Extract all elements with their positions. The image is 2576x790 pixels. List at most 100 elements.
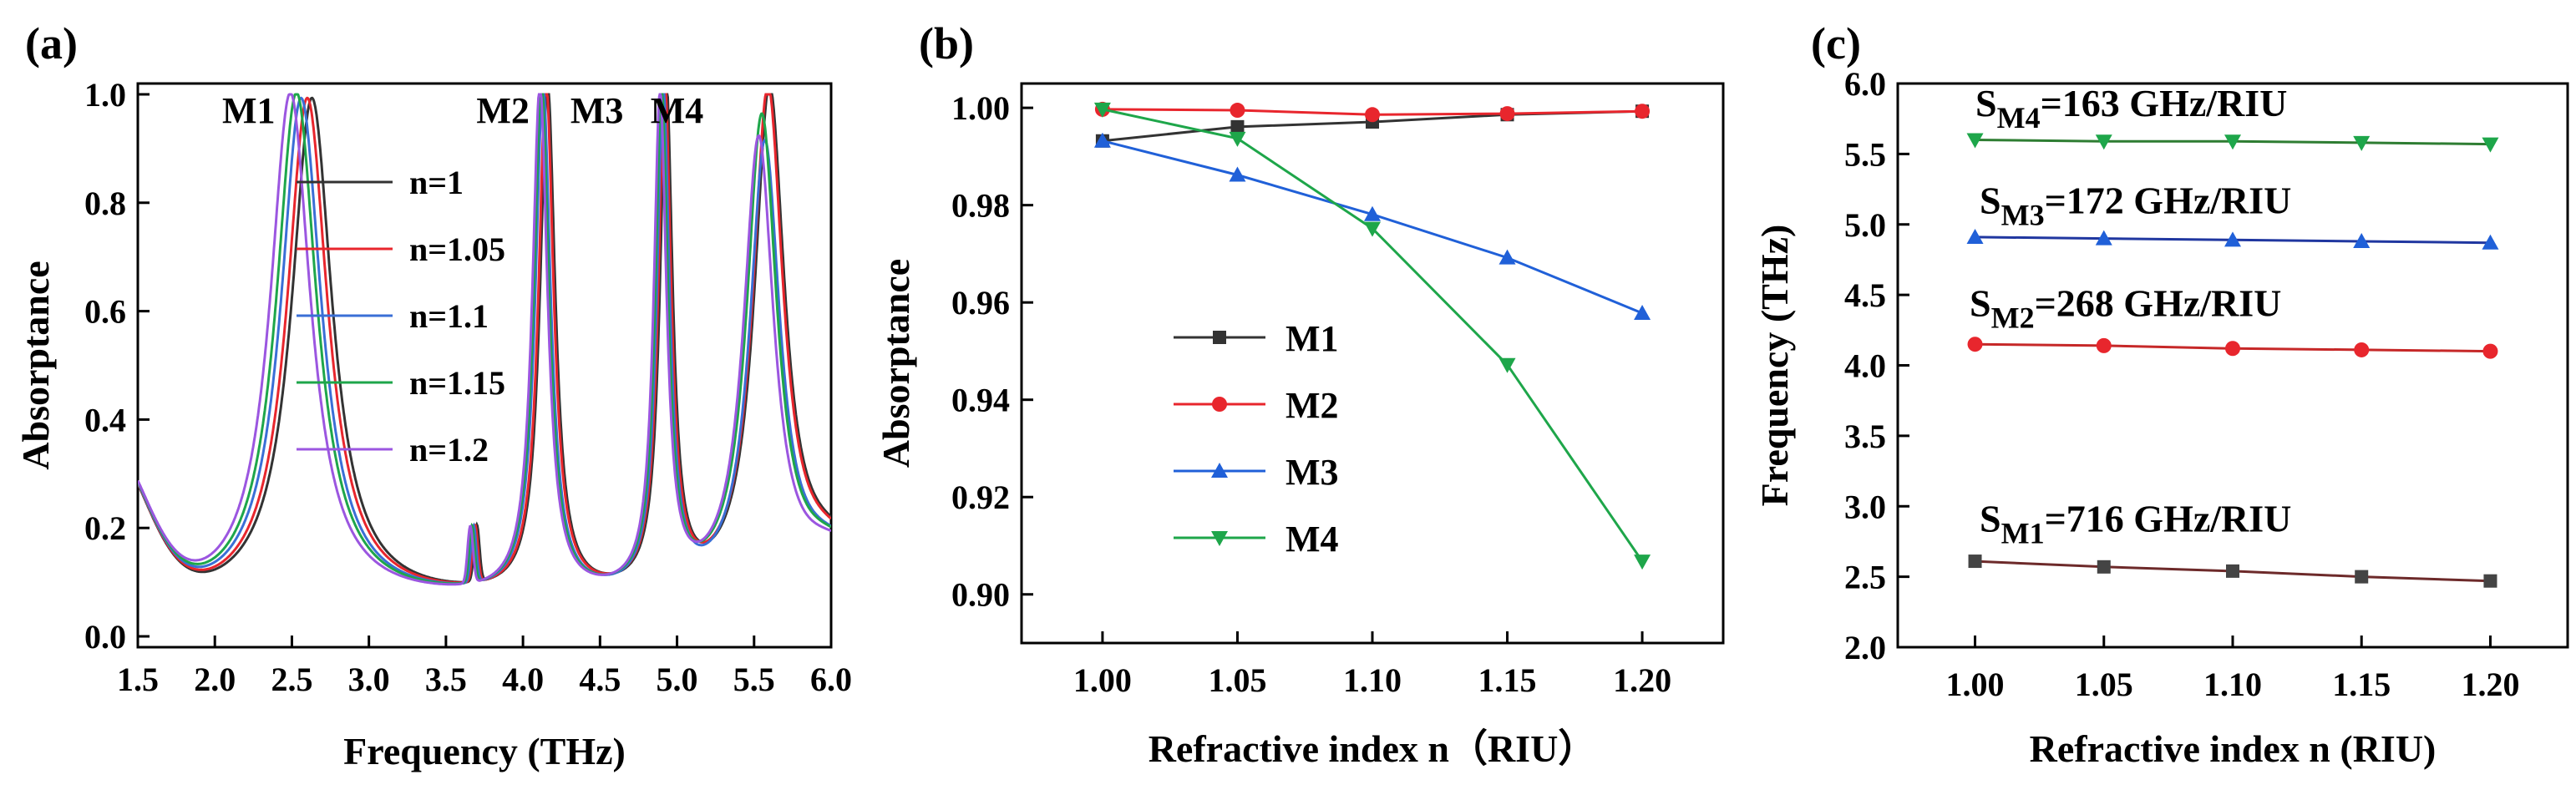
legend-label: n=1.15 [409,364,505,402]
data-point-M2 [2482,343,2498,359]
sensitivity-annotation-M3: SM3=172 GHz/RIU [1980,179,2291,231]
x-tick-label: 3.5 [425,661,467,698]
annotation-value: =268 GHz/RIU [2035,281,2282,324]
data-point-M3 [2224,231,2241,247]
y-tick-label: 1.0 [84,76,126,114]
data-point-M2 [1499,106,1515,122]
y-tick-label: 4.5 [1844,276,1886,314]
sensitivity-annotation-M1: SM1=716 GHz/RIU [1980,498,2291,550]
data-point-M3 [2353,233,2371,248]
y-tick-label: 3.0 [1844,488,1886,525]
data-point-M4 [1229,131,1246,147]
y-tick-label: 0.4 [84,401,126,438]
x-tick-label: 3.0 [348,661,390,698]
x-tick-label: 1.5 [117,661,159,698]
data-point-M4 [2482,137,2499,153]
data-point-M4 [1093,102,1111,118]
data-point-M1 [2226,564,2239,578]
series-line-n=1.2 [138,93,831,586]
data-point-M4 [1364,221,1381,237]
data-point-M2 [1230,103,1245,119]
y-axis-title: Absorptance [14,261,57,469]
legend-label: M2 [1285,385,1339,426]
x-tick-label: 1.05 [2075,666,2133,703]
data-point-M2 [1967,337,1983,352]
mode-label-M3: M3 [570,90,624,131]
panel-c: (c) 1.00 1.05 1.10 1.15 1.20 2.0 2.5 3.0 3.5 4.0 4.… [1753,18,2569,770]
data-point-M3 [1966,228,1984,244]
annotation-value: =716 GHz/RIU [2045,498,2292,540]
y-tick-label: 2.5 [1844,559,1886,596]
annotation-value: =163 GHz/RIU [2041,82,2288,124]
x-tick-label: 1.00 [1946,666,2005,703]
panel-b: (b) 1.00 1.05 1.10 1.15 1.20 0.90 0.92 0.94 0.96 0… [875,18,1725,770]
data-point-M1 [2097,560,2111,574]
legend-label: n=1.2 [409,431,489,468]
sensitivity-annotation-M2: SM2=268 GHz/RIU [1970,281,2281,334]
annotation-s: S [1980,498,2001,540]
x-tick-label: 5.0 [657,661,698,698]
x-tick-label: 1.20 [2461,666,2519,703]
panel-a: (a) 1.5 2.0 2.5 3.0 3.5 4.0 4.5 5.0 5.5 6.0 0.0 0.2 0… [14,18,852,772]
data-point-M4 [2353,135,2371,151]
y-axis-title: Frequency (THz) [1753,225,1796,507]
data-point-M3 [1229,166,1246,182]
data-point-M4 [2224,134,2241,150]
data-point-M4 [1498,357,1516,373]
y-tick-label: 0.92 [951,479,1010,516]
data-point-M4 [1634,555,1651,570]
data-point-M3 [2482,234,2499,250]
data-point-M2 [1365,107,1380,123]
x-tick-label: 1.10 [2203,666,2262,703]
data-point-M1 [2355,570,2369,584]
y-tick-label: 5.5 [1844,135,1886,173]
y-tick-label: 3.5 [1844,418,1886,455]
data-point-M3 [1364,205,1381,221]
data-point-M4 [2095,134,2112,150]
legend-label: M4 [1285,519,1339,560]
x-axis-title: Refractive index n（RIU） [1149,727,1597,770]
x-axis-title: Refractive index n (RIU) [2030,727,2437,770]
x-tick-label: 2.0 [194,661,236,698]
annotation-sub: M1 [2001,517,2045,550]
data-point-M3 [2095,230,2112,246]
y-tick-label: 0.90 [951,576,1010,614]
panel-label: (b) [919,18,974,68]
y-tick-label: 2.0 [1844,629,1886,666]
data-point-M3 [1093,132,1111,148]
y-tick-label: 0.2 [84,509,126,547]
x-axis-title: Frequency (THz) [343,730,626,772]
sensitivity-annotation-M4: SM4=163 GHz/RIU [1975,82,2287,134]
x-tick-label: 4.5 [579,661,621,698]
data-point-M2 [2225,341,2240,357]
mode-label-M4: M4 [651,90,704,131]
plot-frame [136,82,833,649]
annotation-sub: M4 [1997,101,2041,134]
legend-label: n=1.1 [409,297,489,335]
mode-label-M1: M1 [222,90,276,131]
y-tick-label: 0.94 [951,382,1010,419]
annotation-value: =172 GHz/RIU [2045,179,2292,221]
x-tick-label: 1.10 [1343,661,1402,699]
x-tick-label: 1.15 [1478,661,1537,699]
data-point-M3 [1634,304,1651,320]
legend-label: M3 [1285,452,1339,493]
annotation-sub: M3 [2001,198,2045,231]
x-tick-label: 4.0 [502,661,544,698]
legend-marker-M1 [1213,331,1226,344]
y-tick-label: 1.00 [951,89,1010,127]
data-point-M1 [2483,574,2497,588]
data-point-M2 [2354,342,2370,357]
data-point-M1 [1230,119,1245,134]
y-tick-label: 0.8 [84,185,126,222]
data-point-M2 [1635,104,1651,119]
panel-label: (a) [25,18,78,68]
panel-label: (c) [1811,18,1861,68]
x-tick-label: 2.5 [271,661,312,698]
legend-label: M1 [1285,318,1339,359]
annotation-s: S [1980,179,2001,221]
data-point-M2 [2096,337,2112,353]
curves [138,93,831,586]
x-tick-label: 1.00 [1073,661,1132,699]
